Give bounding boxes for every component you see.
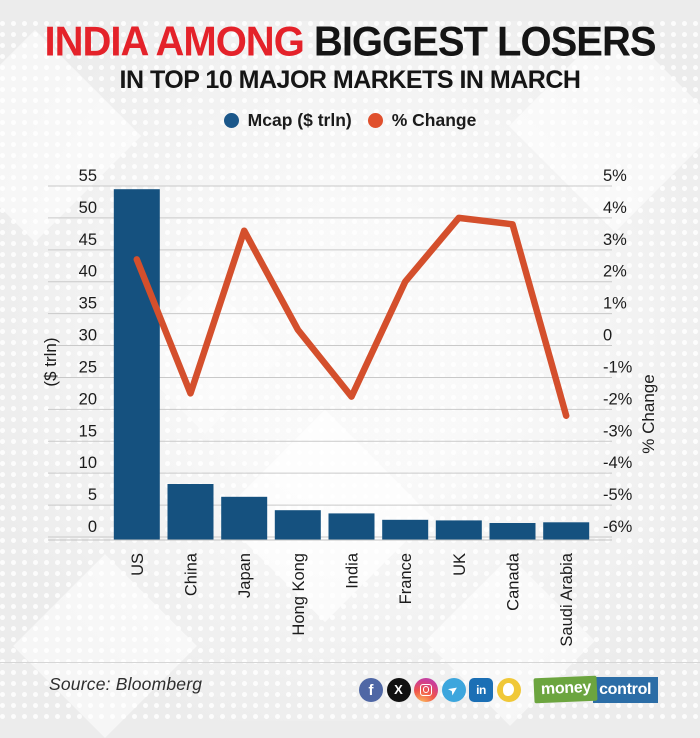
- moneycontrol-logo[interactable]: money control: [533, 675, 659, 704]
- telegram-icon[interactable]: ➤: [441, 677, 466, 702]
- right-axis-tick: -1%: [603, 358, 633, 376]
- category-label-uk: UK: [451, 553, 469, 576]
- left-axis-tick: 20: [79, 390, 97, 408]
- category-label-china: China: [183, 552, 201, 596]
- bar-china: [167, 484, 214, 540]
- right-axis-tick: -2%: [603, 390, 633, 408]
- right-axis-tick: 3%: [603, 231, 627, 249]
- left-axis-title: ($ trln): [41, 337, 60, 386]
- page-title-rest: BIGGEST LOSERS: [303, 19, 657, 65]
- category-label-canada: Canada: [505, 552, 523, 611]
- left-axis-tick: 40: [79, 263, 97, 281]
- source-attribution: Source: Bloomberg: [49, 674, 203, 694]
- category-label-india: India: [344, 552, 362, 589]
- bar-france: [382, 519, 429, 540]
- left-axis-tick: 10: [79, 454, 97, 472]
- moneycontrol-logo-money: money: [533, 675, 598, 704]
- mcap-chart-svg: 55 5%50 4%45 3%40 2%35 1%30 025 -1%20 -2%15 -3%10…: [41, 167, 658, 647]
- left-axis-tick: 50: [79, 199, 97, 217]
- bar-india: [328, 513, 375, 540]
- legend-label-mcap: Mcap ($ trln): [247, 110, 352, 130]
- category-label-japan: Japan: [236, 553, 254, 598]
- moneycontrol-logo-control: control: [593, 676, 659, 703]
- x-twitter-icon[interactable]: X: [386, 677, 411, 702]
- right-axis-tick: -5%: [603, 486, 633, 504]
- bar-saudi-arabia: [543, 522, 590, 540]
- page-subtitle: IN TOP 10 MAJOR MARKETS IN MARCH: [119, 66, 581, 94]
- category-label-hong-kong: Hong Kong: [290, 553, 308, 636]
- left-axis-tick: 55: [79, 167, 97, 185]
- footer-social-bar: f X ➤ in money control: [359, 675, 659, 704]
- bar-hong-kong: [274, 510, 321, 540]
- mcap-change-chart: 55 5% 50 4% 45 3% 40 2% 35 1% 30 0 25 -1% 20 -2% 15 -3% 10…: [0, 166, 700, 663]
- right-axis-tick: 4%: [603, 199, 627, 217]
- bar-uk: [435, 520, 482, 540]
- left-axis-tick: 45: [79, 231, 97, 249]
- pct-change-line: [133, 214, 570, 419]
- bar-canada: [489, 523, 536, 540]
- bar-us: [113, 189, 160, 540]
- koo-icon[interactable]: [496, 677, 521, 702]
- linkedin-icon[interactable]: in: [469, 677, 493, 702]
- mcap-legend-dot-icon: [223, 113, 239, 128]
- footer-divider: [0, 662, 700, 663]
- legend-item-change: % Change: [367, 110, 477, 131]
- right-axis-tick: -4%: [603, 454, 633, 472]
- change-legend-dot-icon: [367, 113, 383, 128]
- facebook-icon[interactable]: f: [359, 677, 383, 702]
- page-title-highlight: INDIA AMONG: [44, 19, 304, 65]
- right-axis-tick: 5%: [603, 167, 627, 185]
- page-title: INDIA AMONG BIGGEST LOSERS: [0, 20, 700, 64]
- right-axis-title: % Change: [639, 374, 658, 453]
- right-axis-tick: -3%: [603, 422, 633, 440]
- bar-japan: [221, 496, 268, 540]
- category-label-us: US: [129, 553, 147, 576]
- left-axis-tick: 15: [79, 422, 97, 440]
- right-axis-tick: 1%: [603, 295, 627, 313]
- left-axis-tick: 30: [79, 327, 97, 345]
- right-axis-tick: 0: [603, 327, 612, 345]
- left-axis-tick: 0: [88, 518, 97, 536]
- legend-label-change: % Change: [391, 110, 477, 130]
- category-label-saudi-arabia: Saudi Arabia: [558, 552, 576, 646]
- left-axis-tick: 35: [79, 295, 97, 313]
- chart-legend: Mcap ($ trln) % Change: [0, 110, 700, 131]
- right-axis-tick: 2%: [603, 263, 627, 281]
- left-axis-tick: 5: [88, 486, 97, 504]
- right-axis-tick: -6%: [603, 518, 633, 536]
- legend-item-mcap: Mcap ($ trln): [223, 110, 352, 131]
- instagram-icon[interactable]: [414, 677, 438, 702]
- left-axis-tick: 25: [79, 358, 97, 376]
- category-label-france: France: [397, 553, 415, 604]
